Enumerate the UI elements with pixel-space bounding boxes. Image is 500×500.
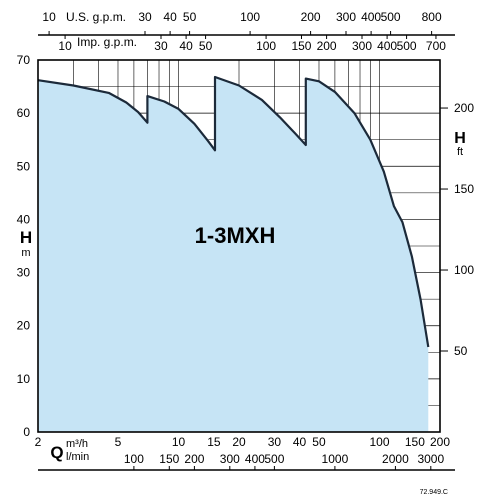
- impgpm-tick-label: 200: [317, 39, 337, 53]
- impgpm-tick-label: 150: [291, 39, 311, 53]
- x-axis-unit-m3h: m³/h: [66, 438, 88, 450]
- usgpm-tick-label: 40: [163, 10, 177, 24]
- x-tick-label: 150: [405, 435, 425, 449]
- drawing-code: 72.949.C: [420, 489, 448, 496]
- usgpm-tick-label: 200: [301, 10, 321, 24]
- x-tick-label: 100: [369, 435, 389, 449]
- y-tick-label: 10: [17, 372, 31, 386]
- plot-frame: [37, 59, 441, 433]
- impgpm-tick-label: 50: [199, 39, 213, 53]
- usgpm-tick-label: 300: [336, 10, 356, 24]
- usgpm-tick-label: 30: [138, 10, 152, 24]
- right-axis-label: H: [454, 130, 466, 147]
- ft-tick-label: 150: [454, 182, 474, 196]
- performance-curve: [37, 75, 430, 348]
- y-tick-label: 20: [17, 319, 31, 333]
- lmin-tick-label: 200: [184, 452, 204, 466]
- x-tick-label: 2: [35, 435, 42, 449]
- y-tick-label: 60: [17, 106, 31, 120]
- usgpm-axis-label: U.S. g.p.m.: [66, 10, 126, 24]
- lmin-tick-label: 1000: [322, 452, 349, 466]
- impgpm-tick-label: 300: [352, 39, 372, 53]
- x-tick-label: 30: [268, 435, 282, 449]
- impgpm-tick-label: 700: [426, 39, 446, 53]
- ft-tick-label: 100: [454, 263, 474, 277]
- y-tick-label: 40: [17, 212, 31, 226]
- lmin-tick-label: 2000: [382, 452, 409, 466]
- x-tick-label: 40: [293, 435, 307, 449]
- impgpm-axis-label: Imp. g.p.m.: [77, 35, 137, 49]
- ft-tick-label: 200: [454, 101, 474, 115]
- y-axis-label: H: [20, 228, 32, 247]
- impgpm-tick-label: 40: [179, 39, 193, 53]
- lmin-tick-label: 500: [264, 452, 284, 466]
- x-tick-label: 5: [115, 435, 122, 449]
- usgpm-tick-label: 50: [183, 10, 197, 24]
- usgpm-tick-label: 100: [240, 10, 260, 24]
- usgpm-tick-label: 800: [422, 10, 442, 24]
- x-tick-label: 20: [232, 435, 246, 449]
- impgpm-tick-label: 500: [397, 39, 417, 53]
- lmin-tick-label: 150: [159, 452, 179, 466]
- y-tick-label: 50: [17, 159, 31, 173]
- usgpm-tick-label: 500: [381, 10, 401, 24]
- y-axis-unit: m: [21, 247, 30, 259]
- right-axis-unit: ft: [457, 146, 463, 158]
- x-axis-unit-lmin: l/min: [66, 451, 89, 463]
- impgpm-tick-label: 400: [377, 39, 397, 53]
- lmin-tick-label: 3000: [417, 452, 444, 466]
- usgpm-tick-label: 10: [42, 10, 56, 24]
- impgpm-tick-label: 10: [58, 39, 72, 53]
- x-tick-label: 10: [172, 435, 186, 449]
- ft-tick-label: 50: [454, 344, 468, 358]
- y-tick-label: 30: [17, 266, 31, 280]
- impgpm-tick-label: 100: [256, 39, 276, 53]
- x-tick-label: 200: [430, 435, 450, 449]
- impgpm-tick-label: 30: [154, 39, 168, 53]
- y-tick-label: 70: [17, 53, 31, 67]
- lmin-tick-label: 300: [220, 452, 240, 466]
- chart-title: 1-3MXH: [195, 223, 276, 248]
- x-tick-label: 50: [312, 435, 326, 449]
- y-tick-label: 0: [23, 425, 30, 439]
- x-axis-label: Q: [50, 443, 63, 462]
- lmin-tick-label: 400: [245, 452, 265, 466]
- lmin-tick-label: 100: [124, 452, 144, 466]
- axis-tick-labels: 0 10 20 30 40 50 60 70 50 100 150 200 2 5 10 15 20 30 40 50…: [17, 10, 474, 470]
- usgpm-tick-label: 400: [361, 10, 381, 24]
- x-tick-label: 15: [207, 435, 221, 449]
- curve-area-fill: [38, 77, 429, 432]
